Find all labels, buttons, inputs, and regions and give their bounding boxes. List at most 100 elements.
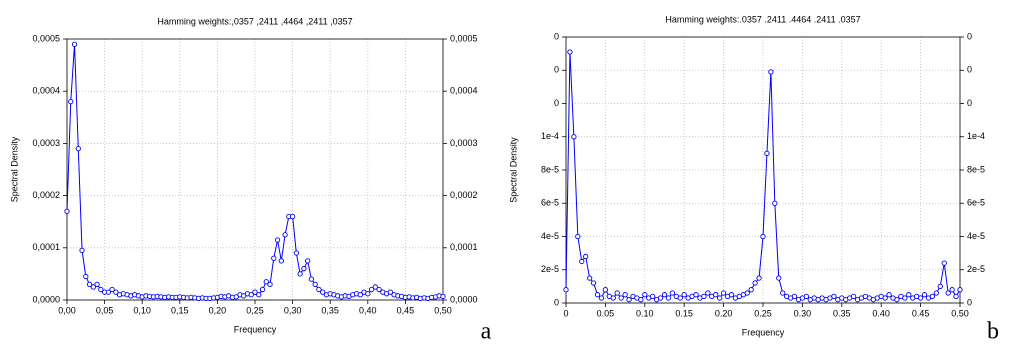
- data-point: [79, 247, 85, 254]
- data-point: [748, 287, 754, 293]
- y-tick-label: 0,0003: [32, 138, 60, 148]
- data-point: [316, 286, 322, 293]
- y-tick-label: 0: [554, 31, 559, 41]
- data-point: [248, 292, 254, 298]
- y-tick-label: 0: [554, 98, 559, 108]
- y2-tick-label: 2e-5: [967, 264, 985, 274]
- x-axis-label: Frequency: [234, 324, 277, 334]
- data-point: [831, 293, 837, 299]
- data-point: [945, 290, 951, 296]
- y2-tick-label: 0,0000: [450, 294, 478, 304]
- data-point: [780, 290, 786, 296]
- data-point: [953, 293, 959, 299]
- x-tick-label: 0,35: [321, 305, 339, 315]
- data-point: [579, 258, 585, 265]
- data-point: [661, 292, 668, 298]
- x-tick-label: 0.15: [675, 308, 693, 318]
- y2-tick-label: 0: [967, 65, 972, 75]
- data-point: [365, 291, 371, 297]
- data-point: [256, 292, 262, 298]
- data-point: [756, 275, 762, 281]
- data-point: [297, 271, 303, 277]
- y-axis-label: Spectral Density: [508, 137, 518, 203]
- data-point: [259, 286, 266, 293]
- data-point: [252, 289, 258, 295]
- data-point: [906, 292, 912, 298]
- data-point: [75, 145, 81, 152]
- x-tick-label: 0.50: [951, 308, 969, 318]
- data-point: [657, 295, 664, 301]
- data-point: [86, 281, 93, 287]
- data-point: [372, 284, 378, 290]
- data-point: [665, 295, 672, 301]
- data-point: [320, 289, 326, 295]
- y2-tick-label: 8e-5: [967, 164, 985, 174]
- data-point: [728, 292, 735, 298]
- chart-title: Hamming weights:,0357 ,2411 ,4464 ,2411 …: [157, 16, 352, 26]
- data-point: [764, 150, 770, 157]
- y2-tick-label: 0,0003: [450, 138, 478, 148]
- data-point: [368, 286, 375, 293]
- data-point: [376, 286, 382, 293]
- data-point: [768, 69, 774, 75]
- y-tick-label: 0,0000: [32, 294, 60, 304]
- data-point: [669, 290, 676, 296]
- data-point: [278, 258, 284, 264]
- data-point: [752, 280, 758, 286]
- data-point: [772, 200, 778, 206]
- plot-frame: [565, 36, 961, 304]
- chart-title: Hamming weights:.0357 .2411 .4464 .2411 …: [665, 14, 860, 24]
- x-tick-label: 0,25: [246, 305, 264, 315]
- data-point: [301, 266, 307, 272]
- data-point: [293, 250, 300, 256]
- data-point: [701, 293, 707, 299]
- data-point: [614, 290, 620, 296]
- data-point: [760, 233, 766, 240]
- x-tick-label: 0.25: [754, 308, 772, 318]
- data-point: [586, 275, 593, 281]
- data-point: [610, 295, 616, 301]
- data-point: [440, 293, 446, 299]
- data-point: [387, 289, 394, 295]
- data-point: [677, 295, 683, 301]
- x-tick-label: 0,40: [359, 305, 377, 315]
- data-point: [598, 295, 605, 301]
- data-point: [933, 290, 940, 296]
- data-point: [929, 293, 936, 299]
- data-point: [312, 281, 318, 287]
- data-point: [590, 280, 597, 286]
- data-point: [289, 213, 296, 220]
- x-tick-label: 0,20: [209, 305, 227, 315]
- y-tick-label: 0,0001: [32, 242, 60, 252]
- x-tick-label: 0.45: [912, 308, 930, 318]
- y-tick-label: 2e-5: [541, 264, 559, 274]
- data-point: [720, 290, 727, 296]
- data-point: [571, 134, 577, 140]
- data-point: [744, 290, 750, 296]
- panel-label: a: [481, 319, 492, 345]
- data-point: [567, 49, 573, 55]
- data-point: [64, 208, 70, 214]
- data-point: [941, 260, 947, 266]
- data-point: [282, 232, 288, 238]
- y2-tick-label: 0,0001: [450, 242, 478, 252]
- data-point: [626, 297, 632, 303]
- data-point: [886, 292, 892, 298]
- y-axis-label: Spectral Density: [9, 136, 19, 202]
- y-tick-label: 0: [554, 297, 559, 307]
- data-point: [717, 295, 723, 301]
- data-point: [602, 287, 609, 293]
- x-tick-label: 0.20: [715, 308, 733, 318]
- data-point: [803, 293, 809, 299]
- y-tick-label: 0,0004: [32, 86, 60, 96]
- x-tick-label: 0,05: [96, 305, 114, 315]
- y2-tick-label: 0: [967, 98, 972, 108]
- x-tick-label: 0.05: [597, 308, 615, 318]
- data-point: [583, 253, 589, 260]
- data-point: [98, 286, 104, 293]
- data-point: [267, 281, 273, 287]
- x-tick-label: 0,00: [58, 305, 76, 315]
- data-point: [882, 295, 888, 301]
- x-tick-label: 0.35: [833, 308, 851, 318]
